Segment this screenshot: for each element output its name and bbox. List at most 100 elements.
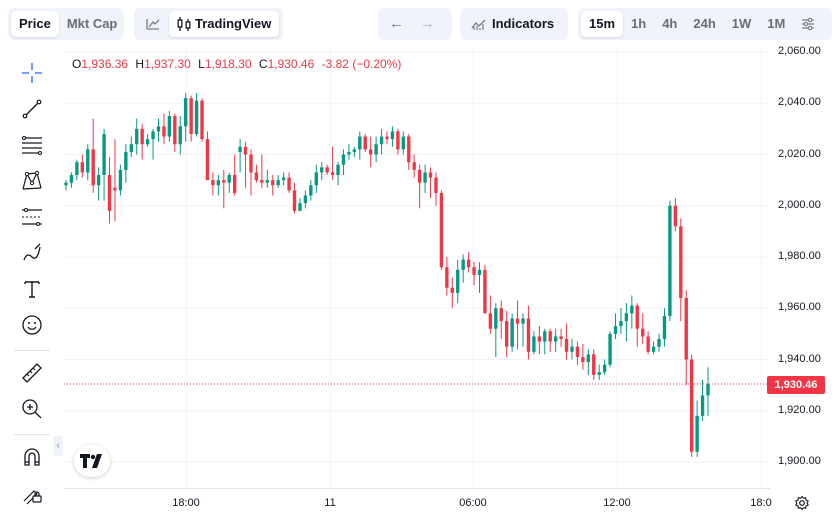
candle-body bbox=[314, 172, 318, 186]
undo-button[interactable]: ← bbox=[381, 11, 412, 37]
price-axis[interactable]: 2,060.00 2,040.00 2,020.00 2,000.00 1,980.00… bbox=[770, 45, 838, 488]
candle-body bbox=[608, 333, 612, 365]
ruler-tool[interactable] bbox=[17, 358, 47, 388]
candle-body bbox=[287, 177, 291, 191]
candle-body bbox=[662, 315, 667, 339]
trend-line-tool[interactable] bbox=[17, 94, 47, 124]
candles-icon bbox=[177, 17, 191, 31]
candle bbox=[679, 218, 683, 322]
interval-selector: 15m 1h 4h 24h 1W 1M bbox=[578, 8, 832, 40]
candle-body bbox=[222, 180, 226, 183]
zoom-in-tool[interactable] bbox=[17, 394, 47, 424]
candle-body bbox=[510, 318, 514, 347]
axis-settings-icon[interactable] bbox=[794, 495, 810, 511]
indicators-button[interactable]: Indicators bbox=[463, 11, 562, 37]
crosshair-tool[interactable] bbox=[17, 58, 47, 88]
candle-body bbox=[575, 346, 580, 357]
tradingview-button[interactable]: TradingView bbox=[169, 11, 280, 37]
collapse-toolbar-button[interactable]: ‹ bbox=[53, 436, 63, 456]
candle-body bbox=[515, 318, 520, 324]
candle-body bbox=[466, 259, 471, 268]
indicators-group: Indicators bbox=[460, 8, 568, 40]
candle-body bbox=[483, 269, 487, 314]
redo-button[interactable]: → bbox=[412, 11, 443, 37]
trend-line-icon bbox=[22, 99, 42, 119]
time-tick-label: 06:00 bbox=[459, 497, 487, 509]
low-key: L bbox=[198, 57, 205, 71]
candle-body bbox=[211, 180, 215, 186]
candle-body bbox=[374, 144, 378, 155]
candle-body bbox=[553, 336, 558, 342]
candle bbox=[461, 254, 465, 283]
candle bbox=[113, 139, 117, 222]
line-chart-icon bbox=[146, 19, 160, 30]
candle bbox=[641, 313, 645, 345]
forecast-tool[interactable] bbox=[17, 202, 47, 232]
candle-body bbox=[613, 326, 618, 334]
candle bbox=[276, 175, 280, 188]
candle bbox=[271, 175, 275, 196]
time-tick-label: 11 bbox=[324, 497, 336, 509]
candle bbox=[537, 326, 542, 355]
interval-1w[interactable]: 1W bbox=[731, 16, 752, 31]
price-chart[interactable] bbox=[64, 48, 770, 488]
candle bbox=[657, 333, 661, 352]
candle bbox=[651, 341, 656, 355]
candle bbox=[494, 303, 498, 357]
interval-4h[interactable]: 4h bbox=[662, 16, 678, 31]
lock-draw-tool[interactable] bbox=[17, 478, 47, 508]
interval-15m[interactable]: 15m bbox=[581, 11, 624, 37]
interval-1m[interactable]: 1M bbox=[767, 16, 786, 31]
candle-body bbox=[477, 269, 482, 275]
candle-body bbox=[668, 205, 672, 316]
candle-body bbox=[646, 336, 650, 352]
candle bbox=[200, 98, 204, 142]
candle bbox=[575, 341, 580, 365]
candle bbox=[69, 172, 74, 188]
emoji-tool[interactable] bbox=[17, 310, 47, 340]
magnet-tool[interactable] bbox=[17, 442, 47, 472]
ruler-icon bbox=[22, 363, 42, 383]
candle-body bbox=[298, 203, 302, 211]
candle-body bbox=[679, 226, 683, 298]
close-key: C bbox=[258, 57, 268, 71]
time-tick-label: 18:0 bbox=[750, 497, 772, 509]
candle bbox=[96, 167, 101, 201]
close-value: 1,930.46 bbox=[267, 57, 315, 71]
text-tool[interactable] bbox=[17, 274, 47, 304]
candle-body bbox=[564, 339, 569, 352]
tradingview-logo[interactable] bbox=[74, 445, 110, 477]
price-tab[interactable]: Price bbox=[11, 11, 59, 37]
arrow-right-icon: → bbox=[420, 15, 435, 32]
time-axis[interactable]: 18:00 11 06:00 12:00 18:0 bbox=[64, 488, 772, 517]
candle bbox=[287, 172, 291, 193]
brush-icon bbox=[23, 243, 41, 261]
candle bbox=[564, 323, 569, 360]
candle-body bbox=[102, 134, 106, 175]
candle-body bbox=[401, 136, 406, 150]
candle bbox=[145, 134, 150, 147]
chart-settings-button[interactable] bbox=[793, 11, 823, 37]
candle-body bbox=[706, 383, 710, 396]
candle bbox=[662, 308, 667, 347]
candle-body bbox=[64, 182, 68, 186]
candle-body bbox=[325, 167, 329, 173]
candle-body bbox=[276, 180, 280, 186]
candle bbox=[532, 331, 536, 355]
price-tick-label: 1,980.00 bbox=[778, 250, 821, 262]
fib-tool[interactable] bbox=[17, 130, 47, 160]
brush-tool[interactable] bbox=[17, 238, 47, 268]
candle bbox=[347, 144, 351, 160]
toolbar-divider bbox=[14, 350, 50, 351]
candle bbox=[140, 123, 144, 160]
interval-24h[interactable]: 24h bbox=[693, 16, 716, 31]
mktcap-tab[interactable]: Mkt Cap bbox=[66, 16, 118, 31]
candle bbox=[281, 172, 286, 186]
top-toolbar: Price Mkt Cap TradingView ← → Indicators… bbox=[0, 0, 838, 48]
line-chart-button[interactable] bbox=[137, 11, 169, 37]
pattern-tool[interactable] bbox=[17, 166, 47, 196]
candle bbox=[216, 175, 221, 196]
interval-1h[interactable]: 1h bbox=[631, 16, 647, 31]
candle-body bbox=[673, 205, 678, 227]
candle bbox=[189, 95, 193, 142]
